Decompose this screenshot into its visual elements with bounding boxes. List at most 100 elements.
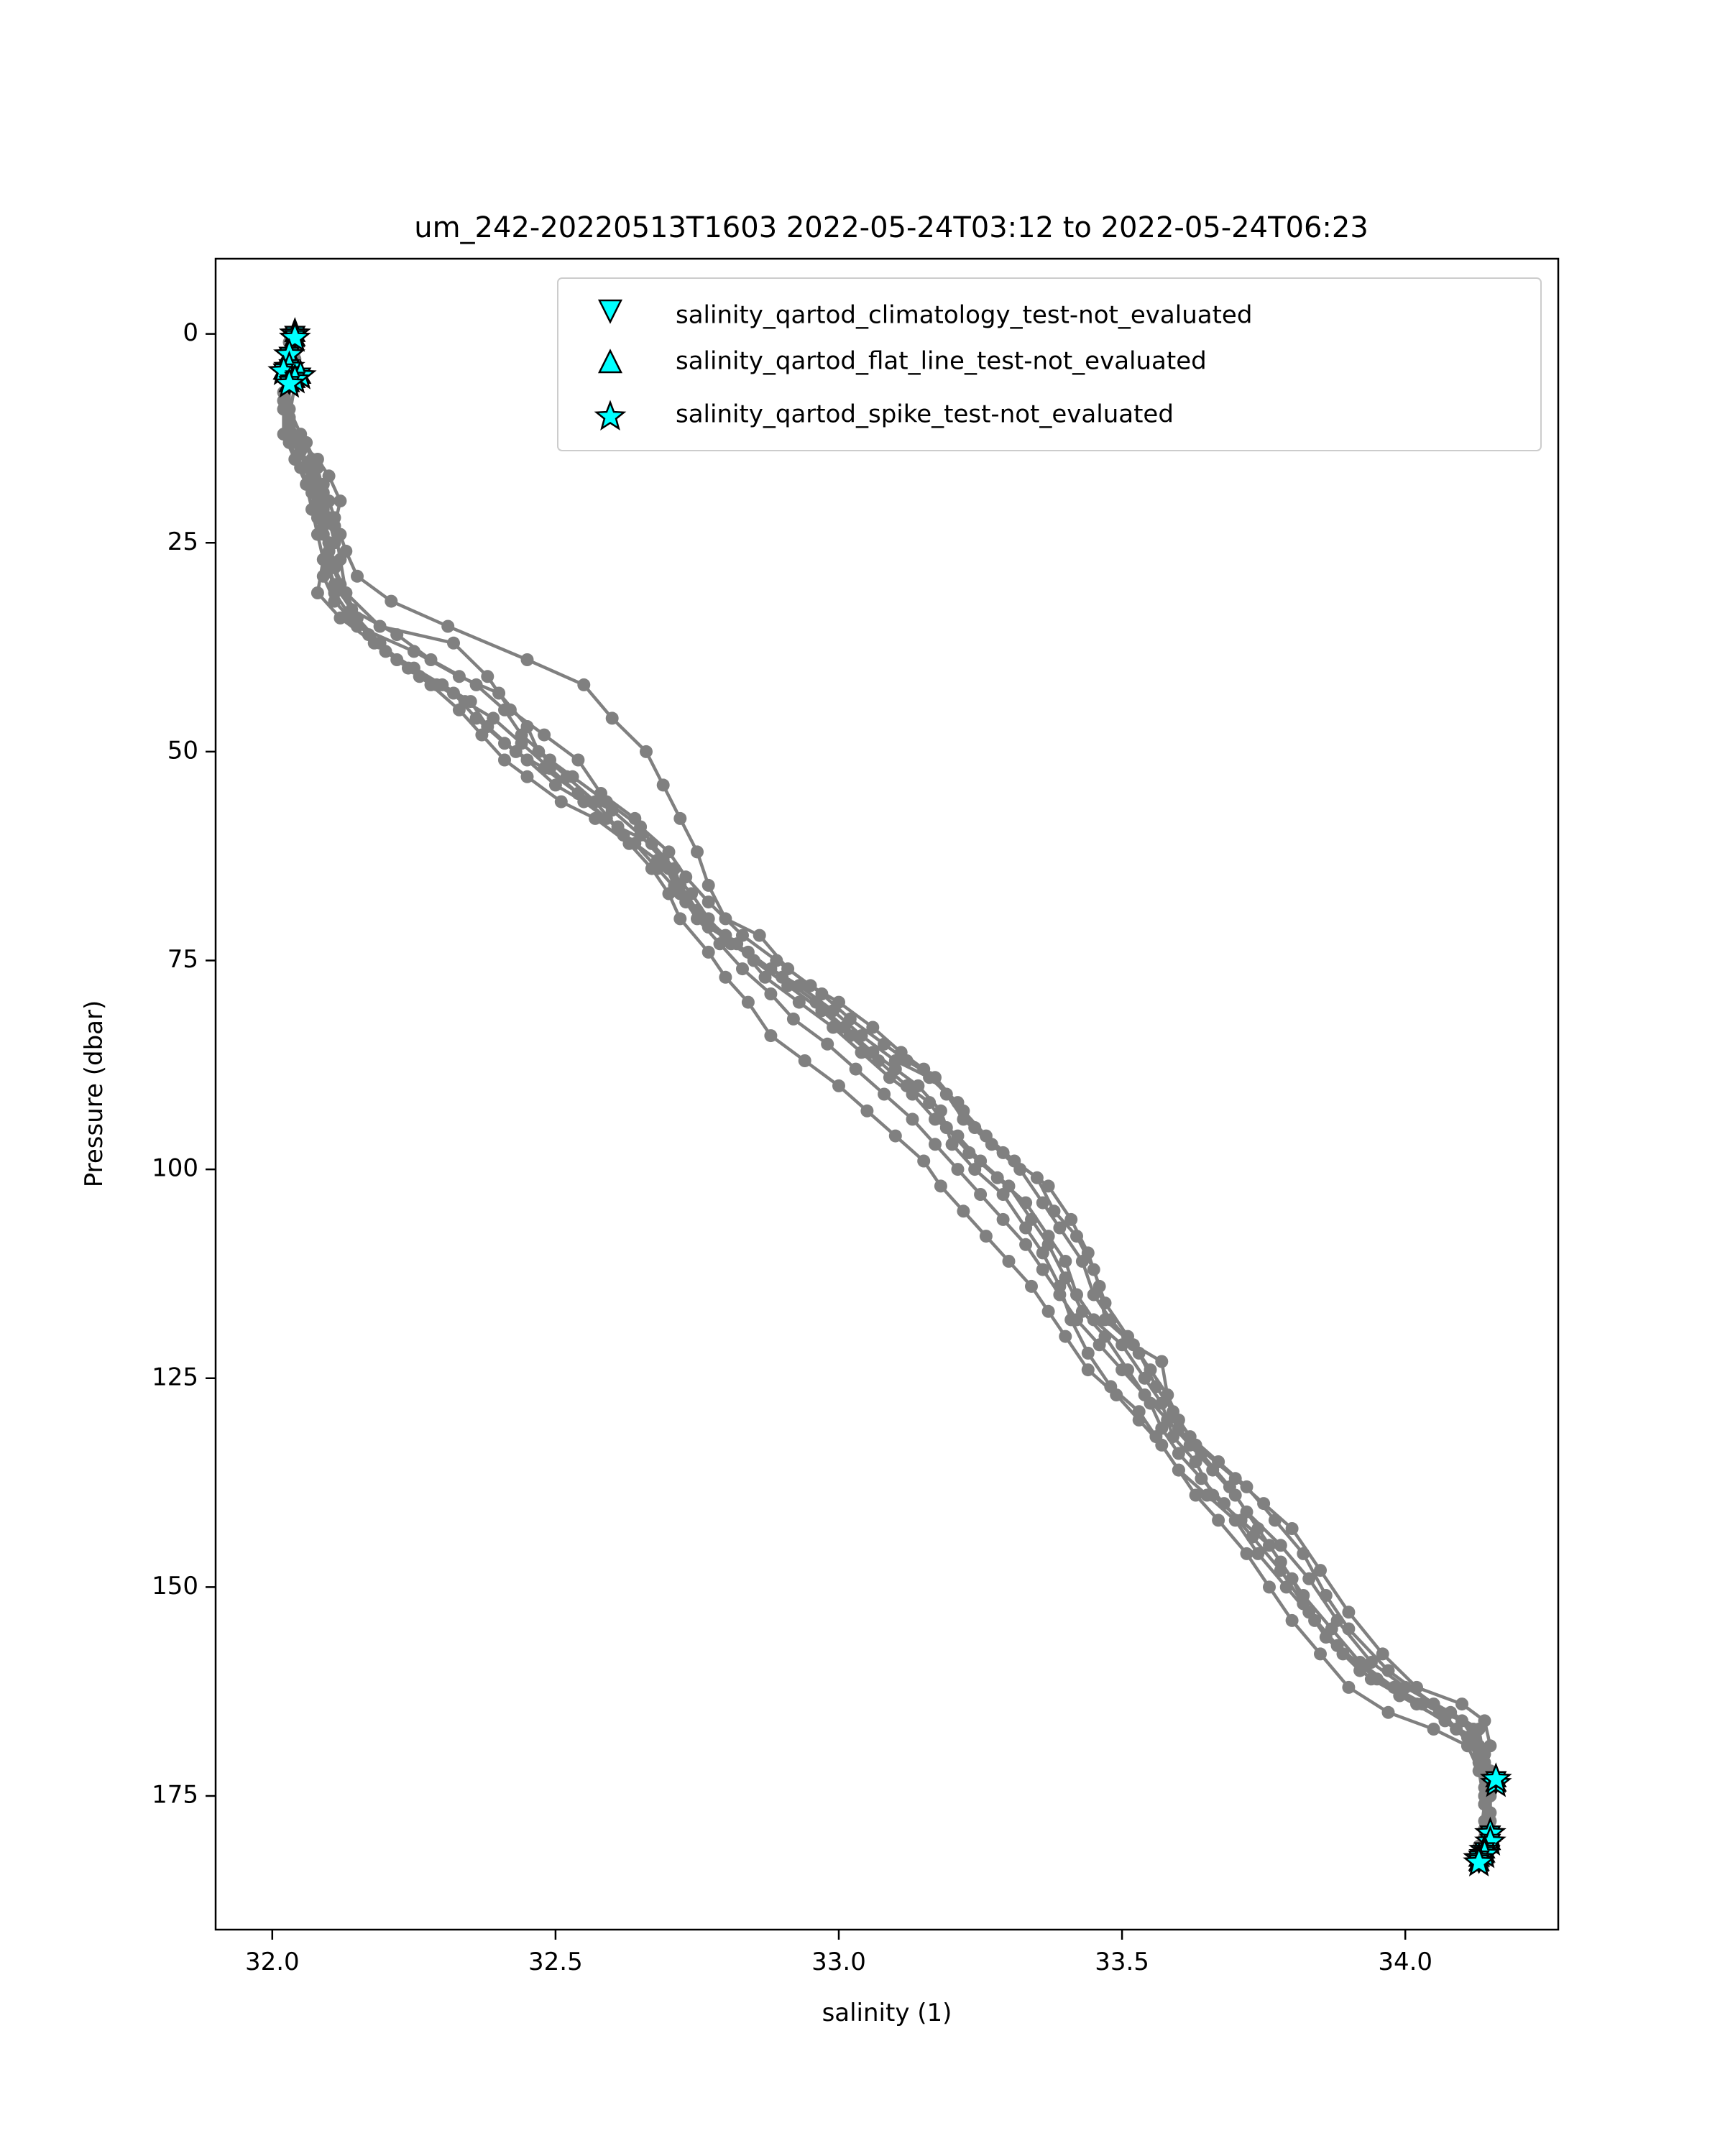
- data-point: [974, 1188, 988, 1201]
- data-point: [1161, 1413, 1174, 1427]
- data-point: [1041, 1304, 1055, 1318]
- data-point: [1342, 1680, 1356, 1694]
- y-tick-label: 50: [167, 736, 198, 765]
- data-point: [1036, 1263, 1049, 1276]
- data-point: [1041, 1179, 1055, 1193]
- data-point: [475, 728, 489, 742]
- data-point: [458, 695, 472, 709]
- data-point: [957, 1112, 970, 1126]
- data-point: [753, 929, 766, 942]
- data-point: [764, 1029, 778, 1043]
- data-point: [1302, 1572, 1316, 1585]
- x-tick-label: 34.0: [1378, 1948, 1432, 1976]
- data-point: [322, 469, 336, 483]
- data-point: [832, 1079, 845, 1092]
- data-point: [776, 970, 789, 984]
- data-point: [1228, 1514, 1242, 1527]
- data-point: [339, 586, 353, 599]
- data-point: [866, 1021, 880, 1034]
- data-point: [1019, 1221, 1033, 1235]
- data-point: [821, 1037, 834, 1051]
- data-point: [1138, 1371, 1151, 1385]
- data-point: [1285, 1613, 1299, 1627]
- data-point: [277, 402, 290, 416]
- data-point: [1376, 1647, 1389, 1661]
- data-point: [1070, 1313, 1083, 1327]
- data-point: [736, 962, 749, 976]
- data-point: [917, 1062, 931, 1076]
- data-point: [934, 1104, 947, 1118]
- data-point: [878, 1087, 891, 1101]
- data-point: [1251, 1522, 1265, 1535]
- x-tick-label: 33.0: [811, 1948, 866, 1976]
- data-point: [334, 494, 347, 508]
- data-point: [934, 1179, 947, 1193]
- data-point: [1059, 1330, 1072, 1343]
- x-tick-label: 32.5: [528, 1948, 583, 1976]
- legend-marker-triangle-down: [597, 299, 623, 324]
- flag-marker-star: [273, 367, 305, 398]
- data-point: [1308, 1613, 1322, 1627]
- data-point: [1110, 1388, 1123, 1401]
- data-point: [1183, 1438, 1197, 1452]
- data-point: [713, 937, 727, 951]
- data-point: [888, 1062, 902, 1076]
- data-point: [1155, 1355, 1169, 1368]
- y-tick-label: 100: [152, 1154, 198, 1183]
- data-point: [1325, 1622, 1338, 1636]
- data-point: [645, 837, 658, 850]
- legend-marker-triangle-up: [597, 349, 623, 374]
- data-point: [1228, 1488, 1242, 1502]
- data-point: [498, 753, 511, 767]
- data-point: [390, 628, 404, 642]
- data-point: [1285, 1522, 1299, 1535]
- data-point: [662, 887, 676, 900]
- data-point: [1268, 1514, 1282, 1527]
- data-point: [1274, 1555, 1287, 1569]
- data-point: [741, 945, 755, 959]
- data-point: [1427, 1723, 1440, 1736]
- data-point: [1353, 1656, 1367, 1669]
- legend-box: [557, 277, 1542, 451]
- legend: salinity_qartod_climatology_test-not_eva…: [557, 277, 1542, 451]
- data-point: [957, 1204, 970, 1218]
- x-tick-label: 32.0: [245, 1948, 300, 1976]
- flag-marker-star: [1463, 1846, 1496, 1877]
- profile-8: [277, 336, 1491, 1836]
- data-point: [1257, 1497, 1271, 1511]
- x-axis: 32.0 32.5 33.0 33.5 34.0: [245, 1930, 1432, 1976]
- data-point: [571, 753, 585, 767]
- data-point: [452, 670, 466, 683]
- data-point: [758, 970, 772, 984]
- data-point: [996, 1212, 1010, 1226]
- data-point: [571, 787, 585, 800]
- legend-label-climatology: salinity_qartod_climatology_test-not_eva…: [676, 301, 1252, 330]
- y-tick-label: 175: [152, 1781, 198, 1810]
- data-point: [985, 1138, 998, 1151]
- data-point: [979, 1230, 993, 1243]
- data-point: [1104, 1313, 1118, 1327]
- plot-area-frame: [214, 257, 1560, 1931]
- data-point: [673, 887, 687, 900]
- data-point: [548, 778, 562, 792]
- data-point: [282, 436, 296, 449]
- data-point: [469, 711, 483, 725]
- data-point: [520, 720, 534, 733]
- data-point: [786, 1012, 800, 1026]
- data-point: [1030, 1171, 1044, 1184]
- data-point: [1240, 1547, 1254, 1560]
- data-point: [1081, 1346, 1095, 1360]
- y-tick-label: 150: [152, 1572, 198, 1600]
- y-axis: 0 25 50 75 100 125 150 175: [152, 318, 216, 1810]
- data-point: [554, 795, 568, 808]
- data-point: [849, 1062, 862, 1076]
- data-point: [719, 970, 732, 984]
- data-point: [385, 594, 398, 608]
- data-point: [1025, 1279, 1038, 1293]
- data-point: [962, 1146, 976, 1159]
- data-point: [804, 979, 817, 992]
- data-point: [1336, 1647, 1350, 1661]
- data-point: [1381, 1664, 1395, 1677]
- y-tick-label: 75: [167, 945, 198, 974]
- data-point: [917, 1154, 931, 1168]
